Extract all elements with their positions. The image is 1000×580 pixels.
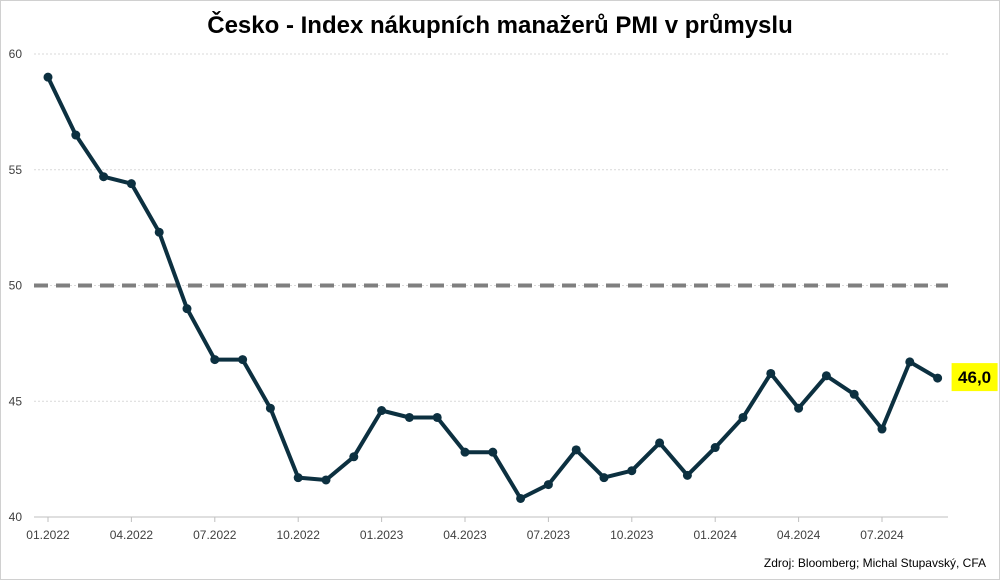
x-tick-label: 07.2024 bbox=[860, 528, 904, 542]
pmi-series-line bbox=[46, 76, 939, 501]
x-tick-label: 01.2024 bbox=[694, 528, 738, 542]
data-point bbox=[543, 480, 553, 490]
source-note: Zdroj: Bloomberg; Michal Stupavský, CFA bbox=[763, 556, 986, 570]
data-point bbox=[682, 470, 692, 480]
data-point bbox=[377, 406, 387, 416]
data-point bbox=[404, 412, 414, 422]
last-value-label: 46,0 bbox=[958, 368, 991, 387]
data-point bbox=[933, 373, 943, 383]
x-tick-label: 04.2023 bbox=[443, 528, 487, 542]
data-point bbox=[349, 452, 359, 462]
data-point bbox=[210, 355, 220, 365]
data-point bbox=[293, 473, 303, 483]
data-point bbox=[99, 172, 109, 182]
data-point bbox=[766, 368, 776, 378]
data-point bbox=[460, 447, 470, 457]
data-point bbox=[432, 412, 442, 422]
data-point bbox=[488, 447, 498, 457]
data-point bbox=[71, 130, 81, 140]
x-tick-label: 01.2022 bbox=[26, 528, 70, 542]
data-point bbox=[126, 179, 136, 189]
y-tick-label: 50 bbox=[9, 279, 23, 293]
y-tick-label: 45 bbox=[9, 394, 23, 408]
data-point bbox=[571, 445, 581, 455]
x-tick-label: 07.2022 bbox=[193, 528, 237, 542]
y-tick-label: 55 bbox=[9, 163, 23, 177]
data-point bbox=[877, 424, 887, 434]
y-tick-label: 40 bbox=[9, 510, 23, 524]
data-point bbox=[710, 443, 720, 453]
data-point bbox=[738, 412, 748, 422]
x-tick-label: 04.2024 bbox=[777, 528, 821, 542]
chart-title: Česko - Index nákupních manažerů PMI v p… bbox=[207, 12, 793, 39]
data-point bbox=[905, 357, 915, 367]
x-tick-label: 10.2023 bbox=[610, 528, 654, 542]
last-value-box bbox=[951, 363, 998, 392]
data-point bbox=[43, 72, 53, 82]
x-tick-label: 04.2022 bbox=[110, 528, 154, 542]
y-tick-label: 60 bbox=[9, 47, 23, 61]
data-point bbox=[599, 473, 609, 483]
data-point bbox=[655, 438, 665, 448]
data-point bbox=[849, 389, 859, 399]
data-point bbox=[265, 403, 275, 413]
data-point bbox=[516, 493, 526, 503]
x-tick-label: 01.2023 bbox=[360, 528, 404, 542]
data-point bbox=[821, 371, 831, 381]
data-point bbox=[154, 227, 164, 237]
x-tick-label: 07.2023 bbox=[527, 528, 571, 542]
data-point bbox=[238, 355, 248, 365]
data-point bbox=[321, 475, 331, 485]
data-point bbox=[794, 403, 804, 413]
x-tick-label: 10.2022 bbox=[277, 528, 321, 542]
data-point bbox=[182, 304, 192, 314]
data-point bbox=[627, 466, 637, 476]
